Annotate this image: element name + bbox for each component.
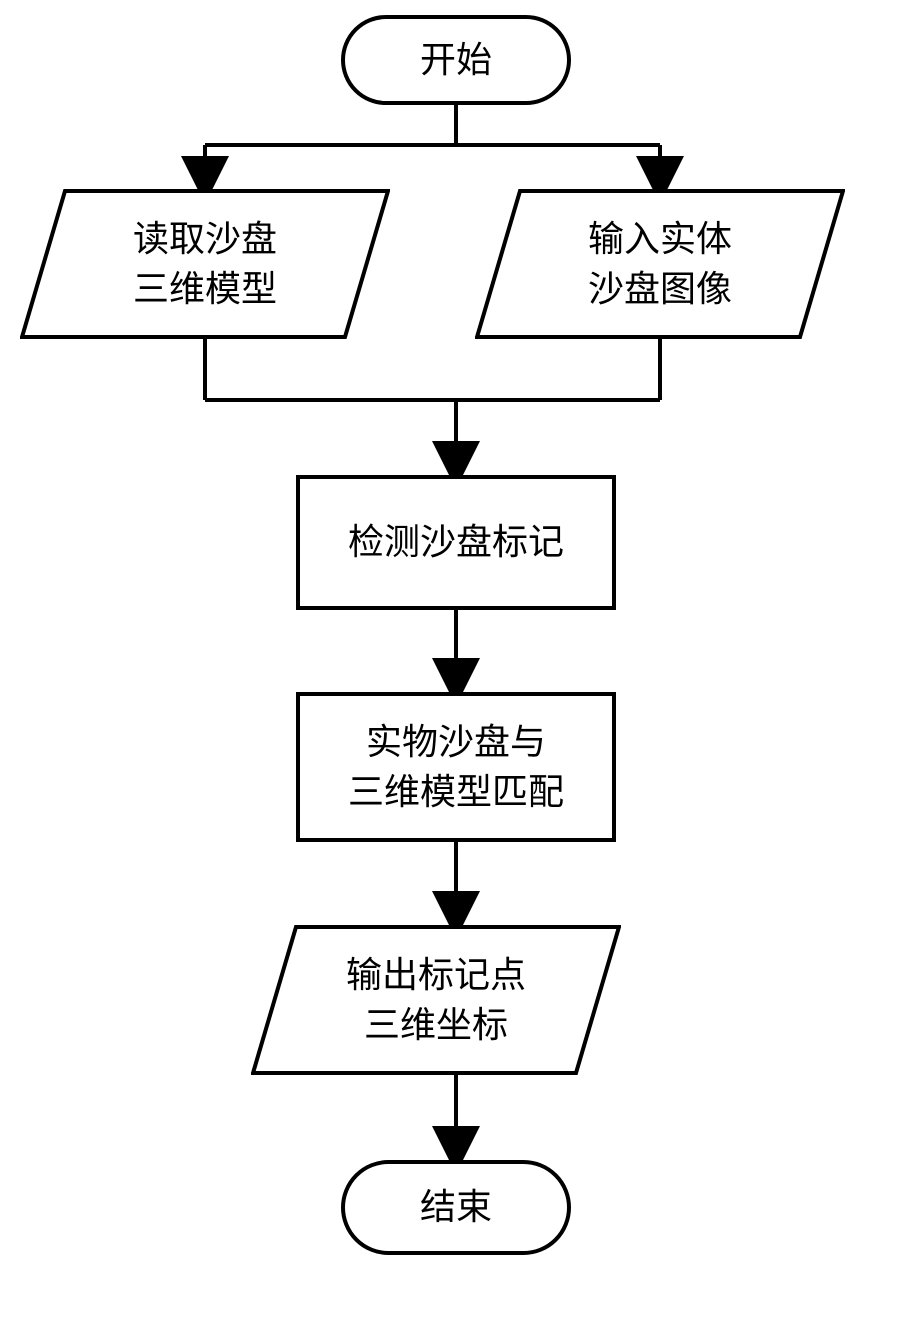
edge-output-end [0,0,913,1170]
flowchart-container: 开始 读取沙盘 三维模型 输入实体 沙盘图像 [0,0,913,1326]
end-node: 结束 [341,1160,571,1255]
end-label: 结束 [420,1182,492,1232]
